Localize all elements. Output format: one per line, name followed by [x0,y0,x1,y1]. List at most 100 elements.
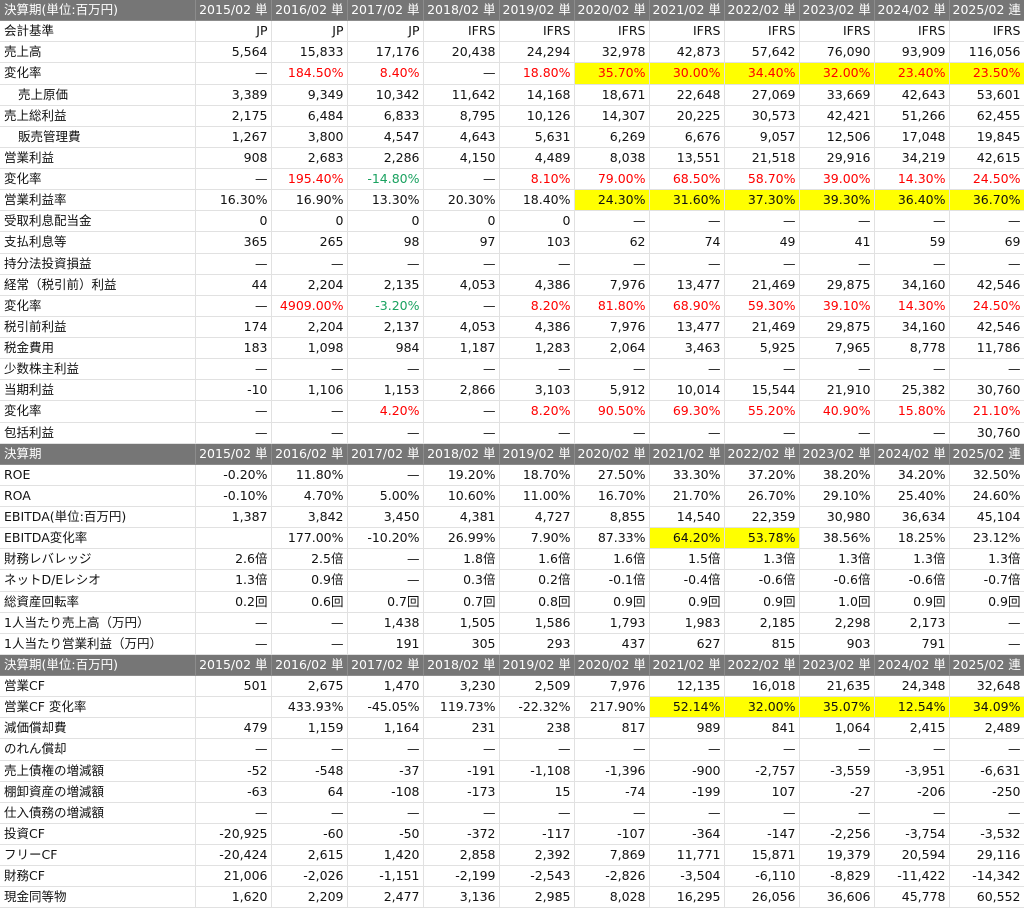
value-cell[interactable]: 0.9回 [949,591,1024,613]
value-cell[interactable]: 15 [499,781,575,803]
value-cell[interactable]: 19,379 [799,844,875,867]
value-cell[interactable]: 14,540 [649,506,725,529]
value-cell[interactable]: 62 [574,231,650,254]
value-cell[interactable]: 6,833 [347,105,424,127]
value-cell[interactable]: 0 [423,210,500,233]
value-cell[interactable]: 103 [499,231,575,254]
row-label-cell[interactable]: フリーCF [0,844,196,867]
value-cell[interactable]: — [649,422,725,444]
value-cell[interactable]: -50 [347,823,424,846]
value-cell[interactable]: 265 [271,231,348,254]
value-cell[interactable]: 5,564 [195,41,272,64]
value-cell[interactable]: -173 [423,781,500,803]
value-cell[interactable]: 2,137 [347,316,424,339]
value-cell[interactable]: 38.56% [799,527,875,550]
value-cell[interactable]: 0.3倍 [423,569,500,592]
value-cell[interactable]: 0.9回 [574,591,650,613]
value-cell[interactable]: 20,438 [423,41,500,64]
value-cell[interactable]: 97 [423,231,500,254]
value-cell[interactable]: 42,546 [949,316,1024,339]
value-cell[interactable]: — [574,210,650,233]
value-cell[interactable]: 11,786 [949,337,1024,360]
value-cell[interactable]: 17,048 [874,126,950,148]
value-cell[interactable]: 4,381 [423,506,500,529]
value-cell[interactable]: 59.30% [724,295,800,317]
value-cell[interactable]: IFRS [649,20,725,43]
value-cell[interactable]: 1.3倍 [724,548,800,571]
value-cell[interactable]: — [799,738,875,761]
value-cell[interactable]: IFRS [574,20,650,43]
value-cell[interactable]: 16,018 [724,675,800,698]
period-header-cell[interactable]: 2020/02 単 [574,443,650,465]
value-cell[interactable]: -37 [347,760,424,782]
value-cell[interactable]: 2,509 [499,675,575,698]
value-cell[interactable]: 177.00% [271,527,348,550]
value-cell[interactable]: 2.5倍 [271,548,348,571]
value-cell[interactable]: 2,173 [874,612,950,634]
value-cell[interactable]: IFRS [423,20,500,43]
period-header-cell[interactable]: 2025/02 連 [949,654,1024,677]
value-cell[interactable]: 52.14% [649,696,725,719]
row-label-cell[interactable]: 税金費用 [0,337,196,360]
value-cell[interactable]: 3,103 [499,379,575,402]
value-cell[interactable]: 40.90% [799,400,875,423]
period-header-cell[interactable]: 2021/02 単 [649,654,725,677]
value-cell[interactable]: 64.20% [649,527,725,550]
period-header-cell[interactable]: 2018/02 単 [423,654,500,677]
value-cell[interactable]: 0.9倍 [271,569,348,592]
value-cell[interactable]: 305 [423,633,500,655]
value-cell[interactable]: -199 [649,781,725,803]
value-cell[interactable]: 3,389 [195,84,272,106]
value-cell[interactable]: 7,965 [799,337,875,360]
value-cell[interactable]: 1.3倍 [799,548,875,571]
value-cell[interactable]: — [874,253,950,275]
value-cell[interactable]: 8.10% [499,168,575,191]
row-label-cell[interactable]: 営業CF [0,675,196,698]
value-cell[interactable]: — [347,253,424,275]
value-cell[interactable]: — [195,295,272,317]
value-cell[interactable]: 35.70% [574,62,650,85]
value-cell[interactable]: 1,164 [347,717,424,740]
value-cell[interactable]: 17,176 [347,41,424,64]
value-cell[interactable]: — [724,210,800,233]
value-cell[interactable]: 21.10% [949,400,1024,423]
value-cell[interactable]: 32.50% [949,464,1024,486]
value-cell[interactable]: -0.4倍 [649,569,725,592]
section-header-label[interactable]: 決算期(単位:百万円) [0,654,196,677]
value-cell[interactable]: 13,477 [649,274,725,296]
row-label-cell[interactable]: 会計基準 [0,20,196,43]
value-cell[interactable]: 10,342 [347,84,424,106]
period-header-cell[interactable]: 2023/02 単 [799,443,875,465]
value-cell[interactable]: JP [195,20,272,43]
value-cell[interactable]: — [799,802,875,824]
value-cell[interactable]: -45.05% [347,696,424,719]
value-cell[interactable]: — [195,168,272,191]
period-header-cell[interactable]: 2015/02 単 [195,0,272,22]
value-cell[interactable]: — [574,358,650,381]
value-cell[interactable]: — [423,253,500,275]
row-label-cell[interactable]: 変化率 [0,62,196,85]
value-cell[interactable]: — [423,738,500,761]
value-cell[interactable]: 4,489 [499,147,575,170]
value-cell[interactable]: 39.30% [799,189,875,212]
value-cell[interactable]: — [799,422,875,444]
period-header-cell[interactable]: 2021/02 単 [649,443,725,465]
value-cell[interactable]: 0 [347,210,424,233]
row-label-cell[interactable]: 営業CF 変化率 [0,696,196,719]
value-cell[interactable]: 18.25% [874,527,950,550]
value-cell[interactable]: 0.8回 [499,591,575,613]
value-cell[interactable]: 74 [649,231,725,254]
value-cell[interactable]: 7.90% [499,527,575,550]
value-cell[interactable]: -0.6倍 [799,569,875,592]
value-cell[interactable]: 8,028 [574,886,650,909]
value-cell[interactable]: -1,396 [574,760,650,782]
value-cell[interactable]: 0.7回 [423,591,500,613]
value-cell[interactable]: 5,912 [574,379,650,402]
value-cell[interactable]: 21,635 [799,675,875,698]
value-cell[interactable]: 12.54% [874,696,950,719]
value-cell[interactable]: 0.7回 [347,591,424,613]
value-cell[interactable]: 39.10% [799,295,875,317]
period-header-cell[interactable]: 2015/02 単 [195,443,272,465]
value-cell[interactable]: -191 [423,760,500,782]
value-cell[interactable]: 815 [724,633,800,655]
